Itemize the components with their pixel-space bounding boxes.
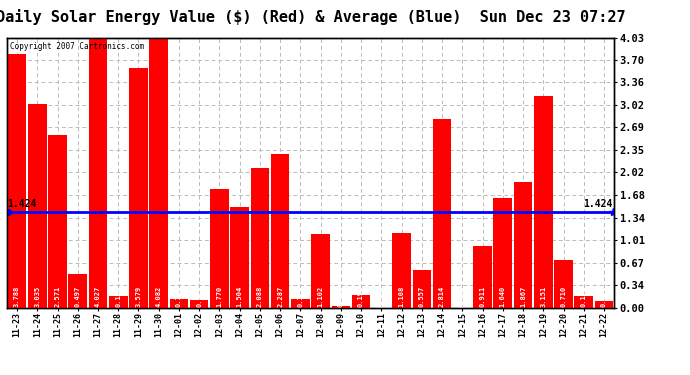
Text: 3.788: 3.788	[14, 286, 20, 307]
Bar	[514, 182, 532, 308]
Text: 1.108: 1.108	[399, 286, 404, 307]
Bar	[230, 207, 249, 308]
Bar	[190, 300, 208, 307]
Text: 0.124: 0.124	[297, 286, 304, 307]
Bar	[89, 38, 107, 308]
Bar	[311, 234, 330, 308]
Bar	[291, 299, 310, 307]
Text: 2.814: 2.814	[439, 286, 445, 307]
Text: 0.192: 0.192	[358, 286, 364, 307]
Bar	[493, 198, 512, 308]
Bar	[352, 295, 371, 307]
Text: 1.504: 1.504	[237, 286, 243, 307]
Text: Copyright 2007 Cartronics.com: Copyright 2007 Cartronics.com	[10, 42, 144, 51]
Text: 0.710: 0.710	[560, 286, 566, 307]
Text: 0.173: 0.173	[581, 286, 586, 307]
Text: 1.770: 1.770	[217, 286, 222, 307]
Text: 0.125: 0.125	[176, 286, 182, 307]
Bar	[210, 189, 228, 308]
Bar	[595, 301, 613, 307]
Text: 2.088: 2.088	[257, 286, 263, 307]
Text: 2.571: 2.571	[55, 286, 61, 307]
Bar	[8, 54, 26, 307]
Text: 4.082: 4.082	[156, 286, 161, 307]
Bar	[28, 104, 46, 308]
Bar	[393, 233, 411, 308]
Text: 1.424: 1.424	[7, 199, 37, 209]
Text: 0.119: 0.119	[196, 286, 202, 307]
Text: 3.035: 3.035	[34, 286, 40, 307]
Bar	[150, 34, 168, 308]
Text: 0.000: 0.000	[378, 286, 384, 307]
Bar	[109, 296, 128, 307]
Text: 3.579: 3.579	[135, 286, 141, 307]
Text: 4.027: 4.027	[95, 286, 101, 307]
Bar	[413, 270, 431, 308]
Bar	[271, 154, 289, 308]
Text: 0.497: 0.497	[75, 286, 81, 307]
Text: 0.166: 0.166	[115, 286, 121, 307]
Bar	[332, 306, 350, 308]
Text: 1.867: 1.867	[520, 286, 526, 307]
Bar	[250, 168, 269, 308]
Bar	[554, 260, 573, 308]
Text: 0.911: 0.911	[480, 286, 486, 307]
Bar	[473, 246, 492, 308]
Text: 0.099: 0.099	[601, 286, 607, 307]
Text: 0.557: 0.557	[419, 286, 425, 307]
Text: 1.640: 1.640	[500, 286, 506, 307]
Bar	[433, 119, 451, 308]
Bar	[170, 299, 188, 307]
Text: 3.151: 3.151	[540, 286, 546, 307]
Text: 1.424: 1.424	[582, 199, 612, 209]
Text: 1.102: 1.102	[317, 286, 324, 307]
Bar	[48, 135, 67, 308]
Bar	[534, 96, 553, 308]
Text: 0.000: 0.000	[460, 286, 465, 307]
Bar	[68, 274, 87, 308]
Text: 0.023: 0.023	[338, 286, 344, 307]
Bar	[129, 68, 148, 308]
Bar	[575, 296, 593, 307]
Text: Daily Solar Energy Value ($) (Red) & Average (Blue)  Sun Dec 23 07:27: Daily Solar Energy Value ($) (Red) & Ave…	[0, 9, 625, 26]
Text: 2.287: 2.287	[277, 286, 283, 307]
